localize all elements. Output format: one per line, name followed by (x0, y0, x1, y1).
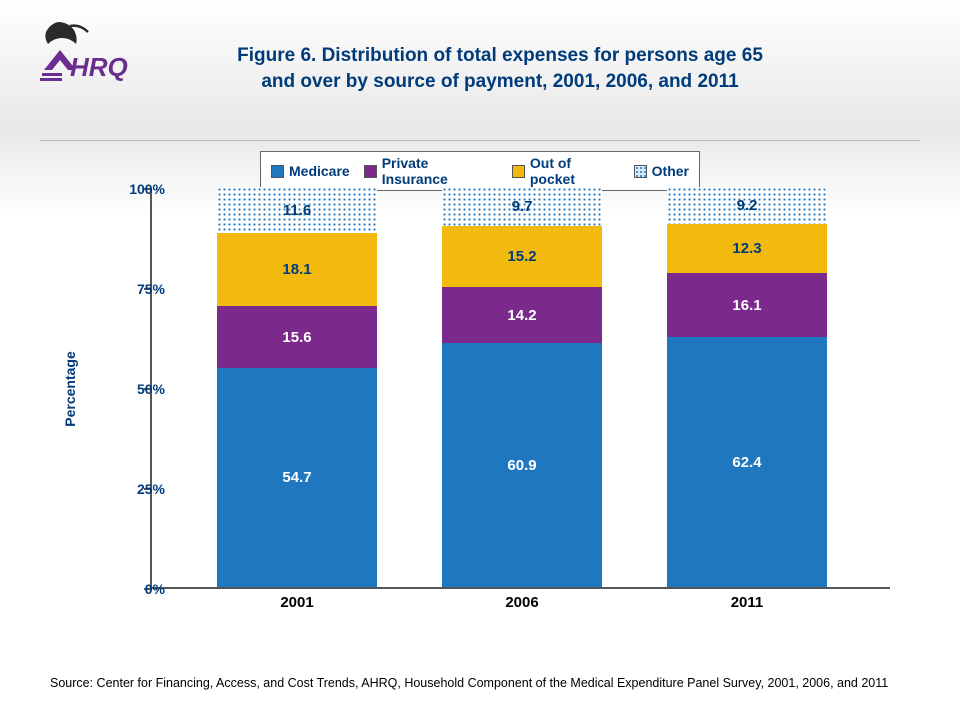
data-label: 15.6 (282, 329, 311, 346)
bar-segment: 16.1 (667, 273, 827, 337)
legend-item: Medicare (271, 163, 350, 179)
legend-swatch (634, 165, 647, 178)
y-tick-label: 25% (137, 481, 165, 497)
legend: Medicare Private Insurance Out of pocket Ot… (260, 151, 700, 191)
legend-swatch (271, 165, 284, 178)
legend-label: Medicare (289, 163, 350, 179)
bar-segment: 54.7 (217, 368, 377, 587)
legend-label: Other (652, 163, 689, 179)
svg-text:HRQ: HRQ (70, 52, 128, 82)
bar-segment: 12.3 (667, 224, 827, 273)
chart: Medicare Private Insurance Out of pocket Ot… (40, 141, 920, 661)
y-tick-label: 0% (145, 581, 165, 597)
data-label: 60.9 (507, 457, 536, 474)
bar: 54.7 15.6 18.1 11.6 (217, 187, 377, 587)
legend-item: Out of pocket (512, 155, 620, 187)
legend-label: Out of pocket (530, 155, 620, 187)
bar-segment: 60.9 (442, 343, 602, 587)
bar-segment: 15.2 (442, 226, 602, 287)
x-tick-label: 2001 (217, 594, 377, 611)
ahrq-logo: HRQ (40, 18, 150, 93)
data-label: 14.2 (507, 307, 536, 324)
bar-segment: 9.7 (442, 187, 602, 226)
bar-segment: 15.6 (217, 306, 377, 368)
data-label: 9.7 (512, 198, 533, 215)
header: HRQ Figure 6. Distribution of total expe… (0, 0, 960, 130)
y-tick-label: 50% (137, 381, 165, 397)
legend-swatch (364, 165, 377, 178)
bar-segment: 14.2 (442, 287, 602, 344)
bar-segment: 11.6 (217, 187, 377, 233)
data-label: 16.1 (732, 297, 761, 314)
bar-segment: 62.4 (667, 337, 827, 587)
legend-swatch (512, 165, 525, 178)
y-axis-title: Percentage (62, 351, 78, 426)
legend-label: Private Insurance (382, 155, 498, 187)
data-label: 11.6 (283, 202, 311, 219)
y-tick-label: 100% (129, 181, 165, 197)
plot-area: 54.715.618.111.6200160.914.215.29.720066… (150, 189, 890, 589)
source-text: Source: Center for Financing, Access, an… (50, 676, 920, 690)
legend-item: Private Insurance (364, 155, 498, 187)
data-label: 12.3 (732, 240, 761, 257)
bar-segment: 9.2 (667, 187, 827, 224)
data-label: 15.2 (507, 248, 536, 265)
title-line-2: and over by source of payment, 2001, 200… (261, 71, 738, 92)
figure-title: Figure 6. Distribution of total expenses… (40, 15, 920, 94)
bar: 60.9 14.2 15.2 9.7 (442, 187, 602, 587)
y-tick-label: 75% (137, 281, 165, 297)
x-tick-label: 2006 (442, 594, 602, 611)
data-label: 9.2 (737, 197, 758, 214)
data-label: 62.4 (732, 454, 761, 471)
legend-item: Other (634, 163, 689, 179)
x-tick-label: 2011 (667, 594, 827, 611)
data-label: 54.7 (282, 469, 311, 486)
bar-segment: 18.1 (217, 233, 377, 305)
bar: 62.4 16.1 12.3 9.2 (667, 187, 827, 587)
title-line-1: Figure 6. Distribution of total expenses… (237, 45, 763, 66)
data-label: 18.1 (282, 261, 311, 278)
